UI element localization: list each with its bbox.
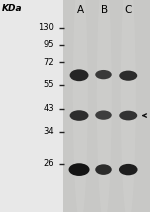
Ellipse shape [119,71,137,81]
Text: B: B [101,4,108,15]
Ellipse shape [95,110,112,120]
Ellipse shape [73,0,88,212]
Text: 55: 55 [44,80,54,89]
Text: 95: 95 [44,40,54,49]
Ellipse shape [119,111,137,120]
Text: 26: 26 [43,159,54,168]
Ellipse shape [69,163,90,176]
Ellipse shape [70,69,88,81]
Ellipse shape [70,110,88,121]
Ellipse shape [121,0,136,212]
Ellipse shape [95,70,112,79]
Text: 43: 43 [43,104,54,113]
Text: A: A [77,4,84,15]
Text: KDa: KDa [2,4,22,13]
Text: 72: 72 [43,58,54,67]
Text: C: C [124,4,132,15]
Bar [63,0,150,212]
Ellipse shape [119,164,138,175]
Ellipse shape [95,164,112,175]
Ellipse shape [97,0,112,212]
Text: 130: 130 [38,24,54,32]
Text: 34: 34 [43,127,54,136]
